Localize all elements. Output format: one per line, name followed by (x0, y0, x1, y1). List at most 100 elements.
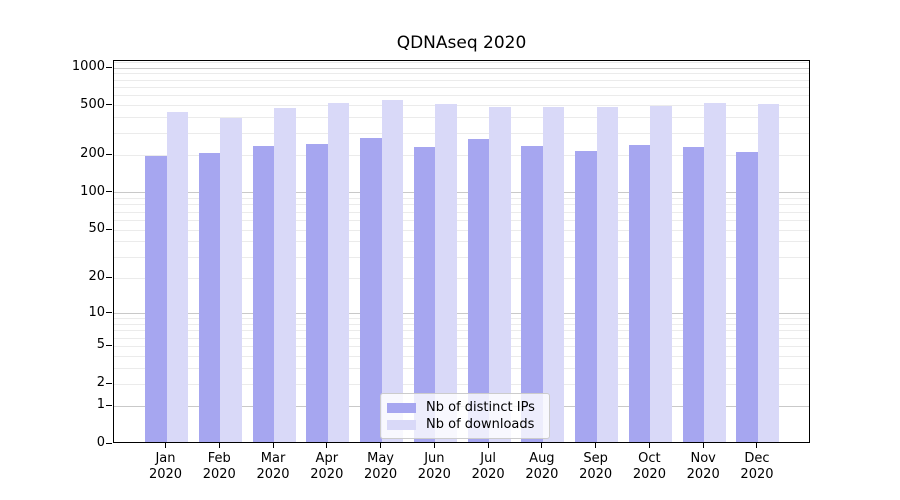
gridline-2 (114, 383, 809, 385)
x-tick-mark-feb (218, 443, 220, 448)
bar-feb-downloads (220, 117, 242, 442)
y-tick-label-5: 5 (96, 337, 105, 353)
x-tick-label-dec: Dec 2020 (740, 451, 774, 482)
bar-jul-distinct-ips (467, 139, 490, 442)
y-tick-label-1000: 1000 (71, 59, 105, 75)
x-tick-label-jan: Jan 2020 (148, 451, 183, 482)
bar-jun-distinct-ips (413, 147, 436, 442)
x-tick-mark-sep (595, 443, 597, 448)
x-tick-mark-jul (487, 443, 489, 448)
bar-jun-downloads (435, 104, 457, 442)
y-tick-label-2: 2 (96, 375, 105, 391)
legend-label-distinct-ips: Nb of distinct IPs (426, 400, 535, 415)
x-tick-label-apr: Apr 2020 (310, 451, 344, 482)
x-tick-label-jul: Jul 2020 (471, 451, 505, 482)
gridline-40 (114, 241, 809, 243)
y-tick-label-500: 500 (80, 96, 105, 112)
x-tick-label-oct: Oct 2020 (632, 451, 666, 482)
x-tick-mark-apr (326, 443, 328, 448)
bar-aug-distinct-ips (521, 146, 543, 442)
gridline-10 (114, 313, 809, 314)
gridline-300 (114, 132, 809, 134)
gridline-400 (114, 117, 809, 119)
y-tick-mark-1000 (106, 66, 112, 68)
legend-item-distinct-ips: Nb of distinct IPs (387, 399, 543, 416)
gridline-8 (114, 323, 809, 325)
bar-apr-downloads (327, 103, 350, 442)
bar-mar-downloads (274, 107, 296, 442)
y-tick-label-50: 50 (88, 221, 105, 237)
x-tick-label-mar: Mar 2020 (256, 451, 290, 482)
x-tick-mark-jan (165, 443, 166, 448)
x-tick-mark-mar (272, 443, 274, 448)
gridline-3 (114, 368, 809, 370)
gridline-1000 (114, 67, 809, 69)
legend: Nb of distinct IPs Nb of downloads (380, 393, 550, 439)
gridline-800 (114, 79, 809, 81)
bar-nov-downloads (704, 102, 726, 442)
y-tick-label-10: 10 (88, 304, 105, 320)
bar-apr-distinct-ips (306, 143, 328, 442)
gridline-100 (114, 192, 809, 194)
bar-dec-distinct-ips (736, 152, 758, 442)
gridline-50 (114, 229, 809, 231)
gridline-20 (114, 277, 809, 279)
bar-nov-distinct-ips (682, 147, 705, 442)
y-tick-label-100: 100 (80, 183, 105, 199)
gridline-200 (114, 154, 809, 156)
x-tick-label-jun: Jun 2020 (417, 451, 451, 482)
gridline-6 (114, 337, 809, 339)
gridline-60 (114, 219, 809, 221)
bar-oct-distinct-ips (628, 145, 651, 442)
bar-jan-distinct-ips (145, 155, 167, 442)
bar-may-distinct-ips (360, 138, 382, 442)
gridline-600 (114, 95, 809, 97)
gridline-7 (114, 330, 809, 332)
x-tick-label-nov: Nov 2020 (686, 451, 720, 482)
bar-jan-downloads (166, 111, 188, 442)
bar-jul-downloads (489, 106, 511, 442)
gridline-4 (114, 355, 809, 357)
legend-swatch-distinct-ips (387, 402, 416, 413)
gridline-5 (114, 345, 809, 347)
gridline-90 (114, 198, 809, 200)
y-tick-label-200: 200 (80, 146, 105, 162)
gridline-80 (114, 204, 809, 206)
y-tick-label-1: 1 (96, 397, 105, 413)
y-tick-mark-0 (106, 442, 112, 444)
x-tick-mark-jun (433, 443, 435, 448)
x-tick-label-sep: Sep 2020 (579, 451, 613, 482)
gridline-1100 (114, 62, 809, 64)
y-tick-mark-2 (106, 382, 112, 384)
bar-aug-downloads (542, 107, 565, 442)
gridline-30 (114, 256, 809, 258)
bar-mar-distinct-ips (252, 145, 275, 442)
bar-sep-downloads (596, 107, 619, 442)
x-tick-label-aug: Aug 2020 (525, 451, 559, 482)
legend-label-downloads: Nb of downloads (426, 417, 535, 432)
x-tick-mark-aug (541, 443, 543, 448)
bar-sep-distinct-ips (575, 151, 597, 442)
legend-item-downloads: Nb of downloads (387, 416, 543, 433)
legend-swatch-downloads (387, 419, 416, 430)
y-tick-mark-100 (106, 191, 112, 193)
y-tick-label-20: 20 (88, 269, 105, 285)
x-tick-mark-dec (756, 443, 758, 448)
gridline-9 (114, 318, 809, 320)
bar-oct-downloads (650, 106, 672, 442)
x-tick-mark-may (380, 443, 382, 448)
x-tick-label-may: May 2020 (364, 451, 398, 482)
y-tick-mark-10 (106, 312, 112, 313)
y-tick-mark-20 (106, 276, 112, 278)
gridline-900 (114, 73, 809, 75)
chart-title: QDNAseq 2020 (396, 33, 527, 53)
y-tick-mark-50 (106, 228, 112, 230)
y-tick-label-0: 0 (96, 435, 105, 450)
x-tick-label-feb: Feb 2020 (202, 451, 236, 482)
bar-dec-downloads (757, 103, 780, 442)
gridline-700 (114, 86, 809, 88)
y-tick-mark-5 (106, 344, 112, 346)
plot-area: Nb of distinct IPs Nb of downloads (113, 60, 810, 443)
bar-feb-distinct-ips (198, 153, 221, 442)
